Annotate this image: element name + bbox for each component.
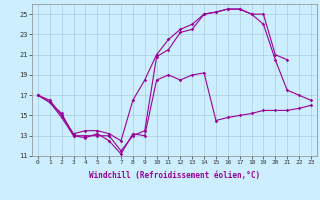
X-axis label: Windchill (Refroidissement éolien,°C): Windchill (Refroidissement éolien,°C): [89, 171, 260, 180]
